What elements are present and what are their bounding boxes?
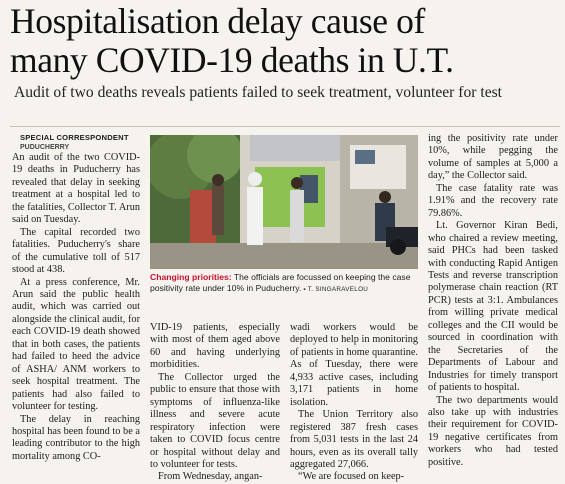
article-column-3: wadi workers would be deployed to help i… xyxy=(290,322,418,484)
divider xyxy=(10,126,560,127)
paragraph: The delay in reaching hospital has been … xyxy=(12,413,140,462)
paragraph: “We are focused on keep- xyxy=(298,471,405,483)
headline: Hospitalisation delay cause of many COVI… xyxy=(10,2,558,80)
headline-line-2: many COVID-19 deaths in U.T. xyxy=(10,40,454,80)
caption-text: The officials are focussed on keeping th… xyxy=(150,272,411,293)
byline: SPECIAL CORRESPONDENT xyxy=(20,133,129,142)
paragraph: From Wednesday, angan- xyxy=(158,471,263,483)
article-column-4: ing the positivity rate under 10%, while… xyxy=(428,133,558,469)
news-photo xyxy=(150,135,418,269)
paragraph: Lt. Governor Kiran Bedi, who chaired a r… xyxy=(428,220,558,394)
photo-illustration xyxy=(150,135,418,269)
photo-caption: Changing priorities: The officials are f… xyxy=(150,272,418,295)
paragraph: The case fatality rate was 1.91% and the… xyxy=(428,182,558,219)
photo-credit: ▪ T. SINGARAVELOU xyxy=(301,286,369,293)
paragraph: wadi workers would be deployed to help i… xyxy=(290,322,418,408)
paragraph: At a press conference, Mr. Arun said the… xyxy=(12,276,140,413)
paragraph: ing the positivity rate under 10%, while… xyxy=(428,133,558,182)
article-column-1: SPECIAL CORRESPONDENT PUDUCHERRY An audi… xyxy=(12,133,140,463)
paragraph: An audit of the two COVID-19 deaths in P… xyxy=(12,152,140,226)
article-column-2: VID-19 patients, especially with most of… xyxy=(150,322,280,484)
paragraph: VID-19 patients, especially with most of… xyxy=(150,322,280,371)
paragraph: The Union Territory also registered 387 … xyxy=(290,409,418,470)
paragraph: The two departments would also take up w… xyxy=(428,394,558,468)
dateline: PUDUCHERRY xyxy=(20,144,70,151)
headline-line-1: Hospitalisation delay cause of xyxy=(10,1,425,41)
paragraph: The capital recorded two fatalities. Pud… xyxy=(12,226,140,276)
subheadline: Audit of two deaths reveals patients fai… xyxy=(14,84,503,101)
caption-lead: Changing priorities: xyxy=(150,272,232,282)
paragraph: The Collector urged the public to ensure… xyxy=(150,371,280,470)
